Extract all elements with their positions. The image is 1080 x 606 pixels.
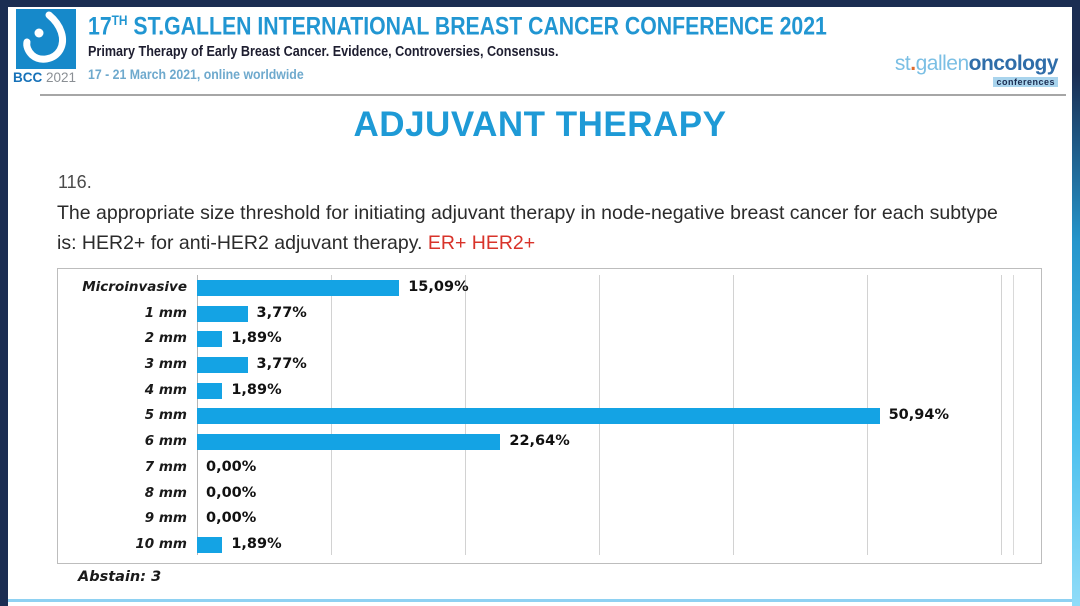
- chart-row-4-mm: 4 mm 1,89%: [58, 378, 1041, 404]
- value-label: 1,89%: [231, 535, 282, 552]
- conference-title-number: 17: [88, 12, 112, 41]
- bcc-logo-caption: BCC 2021: [13, 70, 83, 85]
- chart-rows: Microinvasive 15,09% 1 mm 3,77% 2 mm 1,89% 3 m…: [58, 275, 1041, 558]
- bar: [197, 434, 501, 451]
- value-label: 0,00%: [206, 458, 257, 475]
- value-label: 3,77%: [256, 356, 307, 373]
- plot-right-border: [1013, 275, 1014, 555]
- bottom-accent-line: [8, 599, 1072, 602]
- value-label: 0,00%: [206, 484, 257, 501]
- category-label: 2 mm: [144, 330, 187, 347]
- bar: [197, 280, 400, 296]
- brand-st: st: [894, 52, 911, 75]
- bcc-logo-year: 2021: [46, 70, 77, 85]
- results-bar-chart: Microinvasive 15,09% 1 mm 3,77% 2 mm 1,89% 3 m…: [57, 268, 1042, 564]
- chart-row-2-mm: 2 mm 1,89%: [58, 326, 1041, 352]
- droplet-icon: [23, 11, 66, 63]
- brand-conferences-row: conferences: [895, 72, 1058, 90]
- value-label: 3,77%: [256, 304, 307, 321]
- header-divider: [40, 94, 1066, 96]
- bar: [197, 408, 880, 425]
- value-label: 15,09%: [408, 279, 469, 295]
- bar: [197, 357, 248, 374]
- chart-row-8-mm: 8 mm 0,00%: [58, 481, 1041, 507]
- category-label: 7 mm: [144, 458, 187, 475]
- question-text: The appropriate size threshold for initi…: [57, 198, 1022, 258]
- frame-right-border: [1072, 0, 1080, 606]
- question-highlight: ER+ HER2+: [427, 232, 536, 254]
- value-label: 1,89%: [231, 381, 282, 398]
- stgallen-oncology-logo: st.gallenoncology conferences: [894, 52, 1059, 90]
- chart-row-1-mm: 1 mm 3,77%: [58, 301, 1041, 327]
- bar: [197, 536, 223, 553]
- category-label: 3 mm: [144, 356, 187, 373]
- stgallen-oncology-wordmark: st.gallenoncology: [894, 52, 1059, 76]
- chart-row-5-mm: 5 mm 50,94%: [58, 403, 1041, 429]
- value-label: 0,00%: [206, 510, 257, 527]
- chart-row-microinvasive: Microinvasive 15,09%: [58, 275, 1041, 301]
- page-title: ADJUVANT THERAPY: [353, 105, 727, 144]
- question-number: 116.: [58, 172, 92, 192]
- value-label: 22,64%: [509, 433, 570, 450]
- brand-gallen: gallen: [915, 52, 970, 75]
- chart-row-9-mm: 9 mm 0,00%: [58, 506, 1041, 532]
- bar: [197, 305, 248, 322]
- conference-subtitle: Primary Therapy of Early Breast Cancer. …: [88, 44, 559, 60]
- conference-date: 17 - 21 March 2021, online worldwide: [88, 66, 304, 82]
- bar: [197, 382, 223, 399]
- abstain-note: Abstain: 3: [78, 569, 162, 585]
- category-label: 10 mm: [135, 535, 187, 552]
- category-label: Microinvasive: [82, 279, 187, 295]
- bar: [197, 331, 223, 348]
- conference-title-sup: TH: [111, 12, 128, 28]
- bcc-logo-text: BCC: [13, 70, 43, 85]
- brand-dot: .: [910, 52, 916, 75]
- frame-left-border: [0, 0, 8, 606]
- frame-top-border: [0, 0, 1080, 7]
- category-label: 5 mm: [144, 407, 187, 424]
- chart-row-7-mm: 7 mm 0,00%: [58, 455, 1041, 481]
- chart-row-10-mm: 10 mm 1,89%: [58, 532, 1041, 558]
- category-label: 8 mm: [144, 484, 187, 501]
- value-label: 50,94%: [888, 407, 949, 424]
- category-label: 4 mm: [144, 381, 187, 398]
- chart-row-3-mm: 3 mm 3,77%: [58, 352, 1041, 378]
- question-text-body: The appropriate size threshold for initi…: [57, 202, 998, 254]
- conference-title: 17TH ST.GALLEN INTERNATIONAL BREAST CANC…: [88, 12, 827, 41]
- brand-conferences: conferences: [993, 77, 1058, 87]
- bcc-logo: [16, 9, 76, 69]
- value-label: 1,89%: [231, 330, 282, 347]
- gridline-60: [1001, 275, 1002, 555]
- conference-title-rest: ST.GALLEN INTERNATIONAL BREAST CANCER CO…: [127, 12, 827, 41]
- chart-row-6-mm: 6 mm 22,64%: [58, 429, 1041, 455]
- brand-oncology: oncology: [968, 52, 1059, 75]
- category-label: 6 mm: [144, 433, 187, 450]
- category-label: 9 mm: [144, 510, 187, 527]
- category-label: 1 mm: [144, 304, 187, 321]
